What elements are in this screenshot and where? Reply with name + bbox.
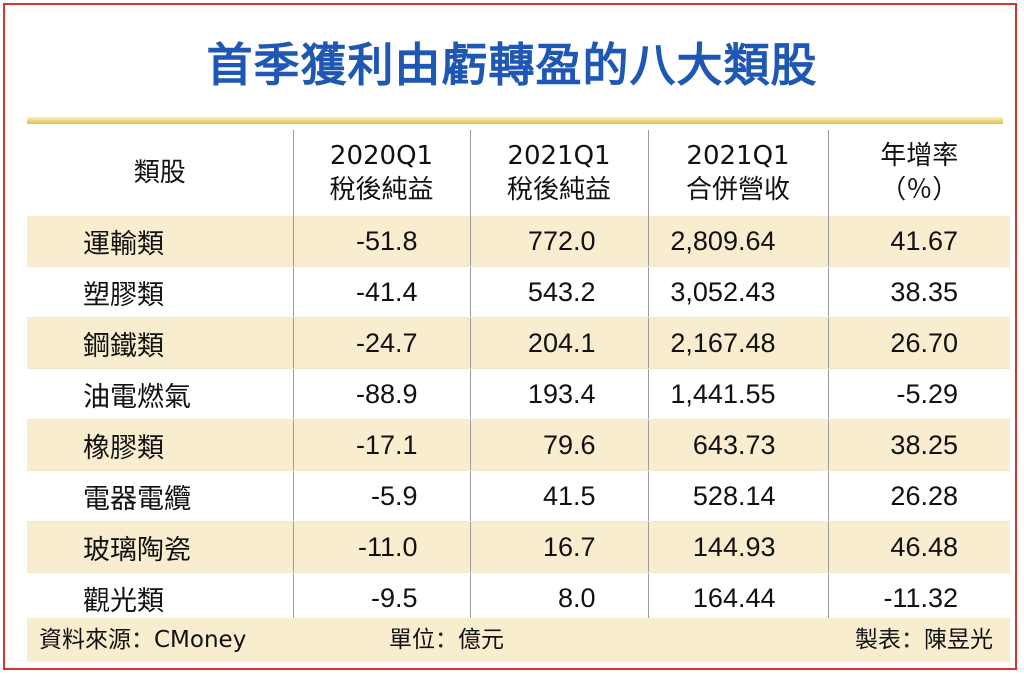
col-header-line1: 類股 [133,158,186,188]
cell-profit-2021q1: 79.6 [469,419,648,471]
cell-profit-2020q1: -17.1 [292,419,470,471]
cell-profit-2020q1: -9.5 [292,572,470,624]
cell-yoy: 38.35 [827,266,1010,318]
header-row: 類股 2020Q1 稅後純益 2021Q1 稅後純益 2021Q1 合併營收 年… [27,130,1010,216]
cell-category: 橡膠類 [27,419,293,471]
table-row: 塑膠類 -41.4 543.2 3,052.43 38.35 [27,266,1010,318]
title-underline [27,117,1003,124]
cell-profit-2021q1: 16.7 [469,521,648,573]
cell-category: 電器電纜 [27,470,293,522]
col-header-line1: 年增率 [880,141,959,171]
col-header-category: 類股 [27,130,293,216]
cell-category: 觀光類 [27,572,293,624]
footer-bar [27,618,1010,662]
col-header-profit-2020q1: 2020Q1 稅後純益 [292,130,470,216]
cell-yoy: 41.67 [827,216,1010,267]
credit-note: 製表：陳昱光 [855,627,993,653]
cell-revenue-2021q1: 2,809.64 [647,216,828,267]
cell-profit-2021q1: 8.0 [469,572,648,624]
cell-yoy: -5.29 [827,368,1010,420]
cell-category: 鋼鐵類 [27,317,293,369]
cell-category: 油電燃氣 [27,368,293,420]
unit-note: 單位：億元 [389,627,504,653]
col-header-profit-2021q1: 2021Q1 稅後純益 [469,130,648,216]
source-note: 資料來源：CMoney [39,627,247,653]
col-header-line1: 2021Q1 [507,141,611,171]
col-header-line1: 2021Q1 [686,141,790,171]
cell-profit-2021q1: 193.4 [469,368,648,420]
data-table: 類股 2020Q1 稅後純益 2021Q1 稅後純益 2021Q1 合併營收 年… [27,130,1010,624]
cell-revenue-2021q1: 528.14 [647,470,828,522]
cell-yoy: 26.28 [827,470,1010,522]
cell-revenue-2021q1: 164.44 [647,572,828,624]
chart-frame: 首季獲利由虧轉盈的八大類股 類股 2020Q1 稅後純益 2021Q1 稅後純益 [3,3,1017,670]
cell-revenue-2021q1: 2,167.48 [647,317,828,369]
col-header-revenue-2021q1: 2021Q1 合併營收 [647,130,828,216]
table-row: 觀光類 -9.5 8.0 164.44 -11.32 [27,572,1010,624]
col-header-line1: 2020Q1 [329,141,434,171]
cell-category: 玻璃陶瓷 [27,521,293,573]
cell-yoy: -11.32 [827,572,1010,624]
table-row: 鋼鐵類 -24.7 204.1 2,167.48 26.70 [27,317,1010,369]
table-row: 運輸類 -51.8 772.0 2,809.64 41.67 [27,216,1010,267]
cell-revenue-2021q1: 643.73 [647,419,828,471]
table-row: 橡膠類 -17.1 79.6 643.73 38.25 [27,419,1010,471]
cell-profit-2020q1: -11.0 [292,521,470,573]
table-row: 電器電纜 -5.9 41.5 528.14 26.28 [27,470,1010,522]
col-header-line2: 合併營收 [685,175,790,205]
cell-category: 塑膠類 [27,266,293,318]
chart-title: 首季獲利由虧轉盈的八大類股 [206,38,818,92]
table-row: 油電燃氣 -88.9 193.4 1,441.55 -5.29 [27,368,1010,420]
cell-profit-2020q1: -88.9 [292,368,470,420]
cell-profit-2021q1: 543.2 [469,266,648,318]
cell-category: 運輸類 [27,216,293,267]
cell-profit-2020q1: -24.7 [292,317,470,369]
col-header-line2: （％） [880,175,959,205]
cell-profit-2021q1: 204.1 [469,317,648,369]
col-header-line2: 稅後純益 [506,175,611,205]
cell-profit-2020q1: -41.4 [292,266,470,318]
cell-revenue-2021q1: 1,441.55 [647,368,828,420]
cell-revenue-2021q1: 144.93 [647,521,828,573]
cell-profit-2021q1: 772.0 [469,216,648,267]
cell-yoy: 46.48 [827,521,1010,573]
cell-profit-2020q1: -51.8 [292,216,470,267]
cell-revenue-2021q1: 3,052.43 [647,266,828,318]
cell-yoy: 26.70 [827,317,1010,369]
col-header-line2: 稅後純益 [329,175,434,205]
cell-profit-2021q1: 41.5 [469,470,648,522]
col-header-yoy: 年增率 （％） [827,130,1010,216]
table-row: 玻璃陶瓷 -11.0 16.7 144.93 46.48 [27,521,1010,573]
cell-yoy: 38.25 [827,419,1010,471]
cell-profit-2020q1: -5.9 [292,470,470,522]
